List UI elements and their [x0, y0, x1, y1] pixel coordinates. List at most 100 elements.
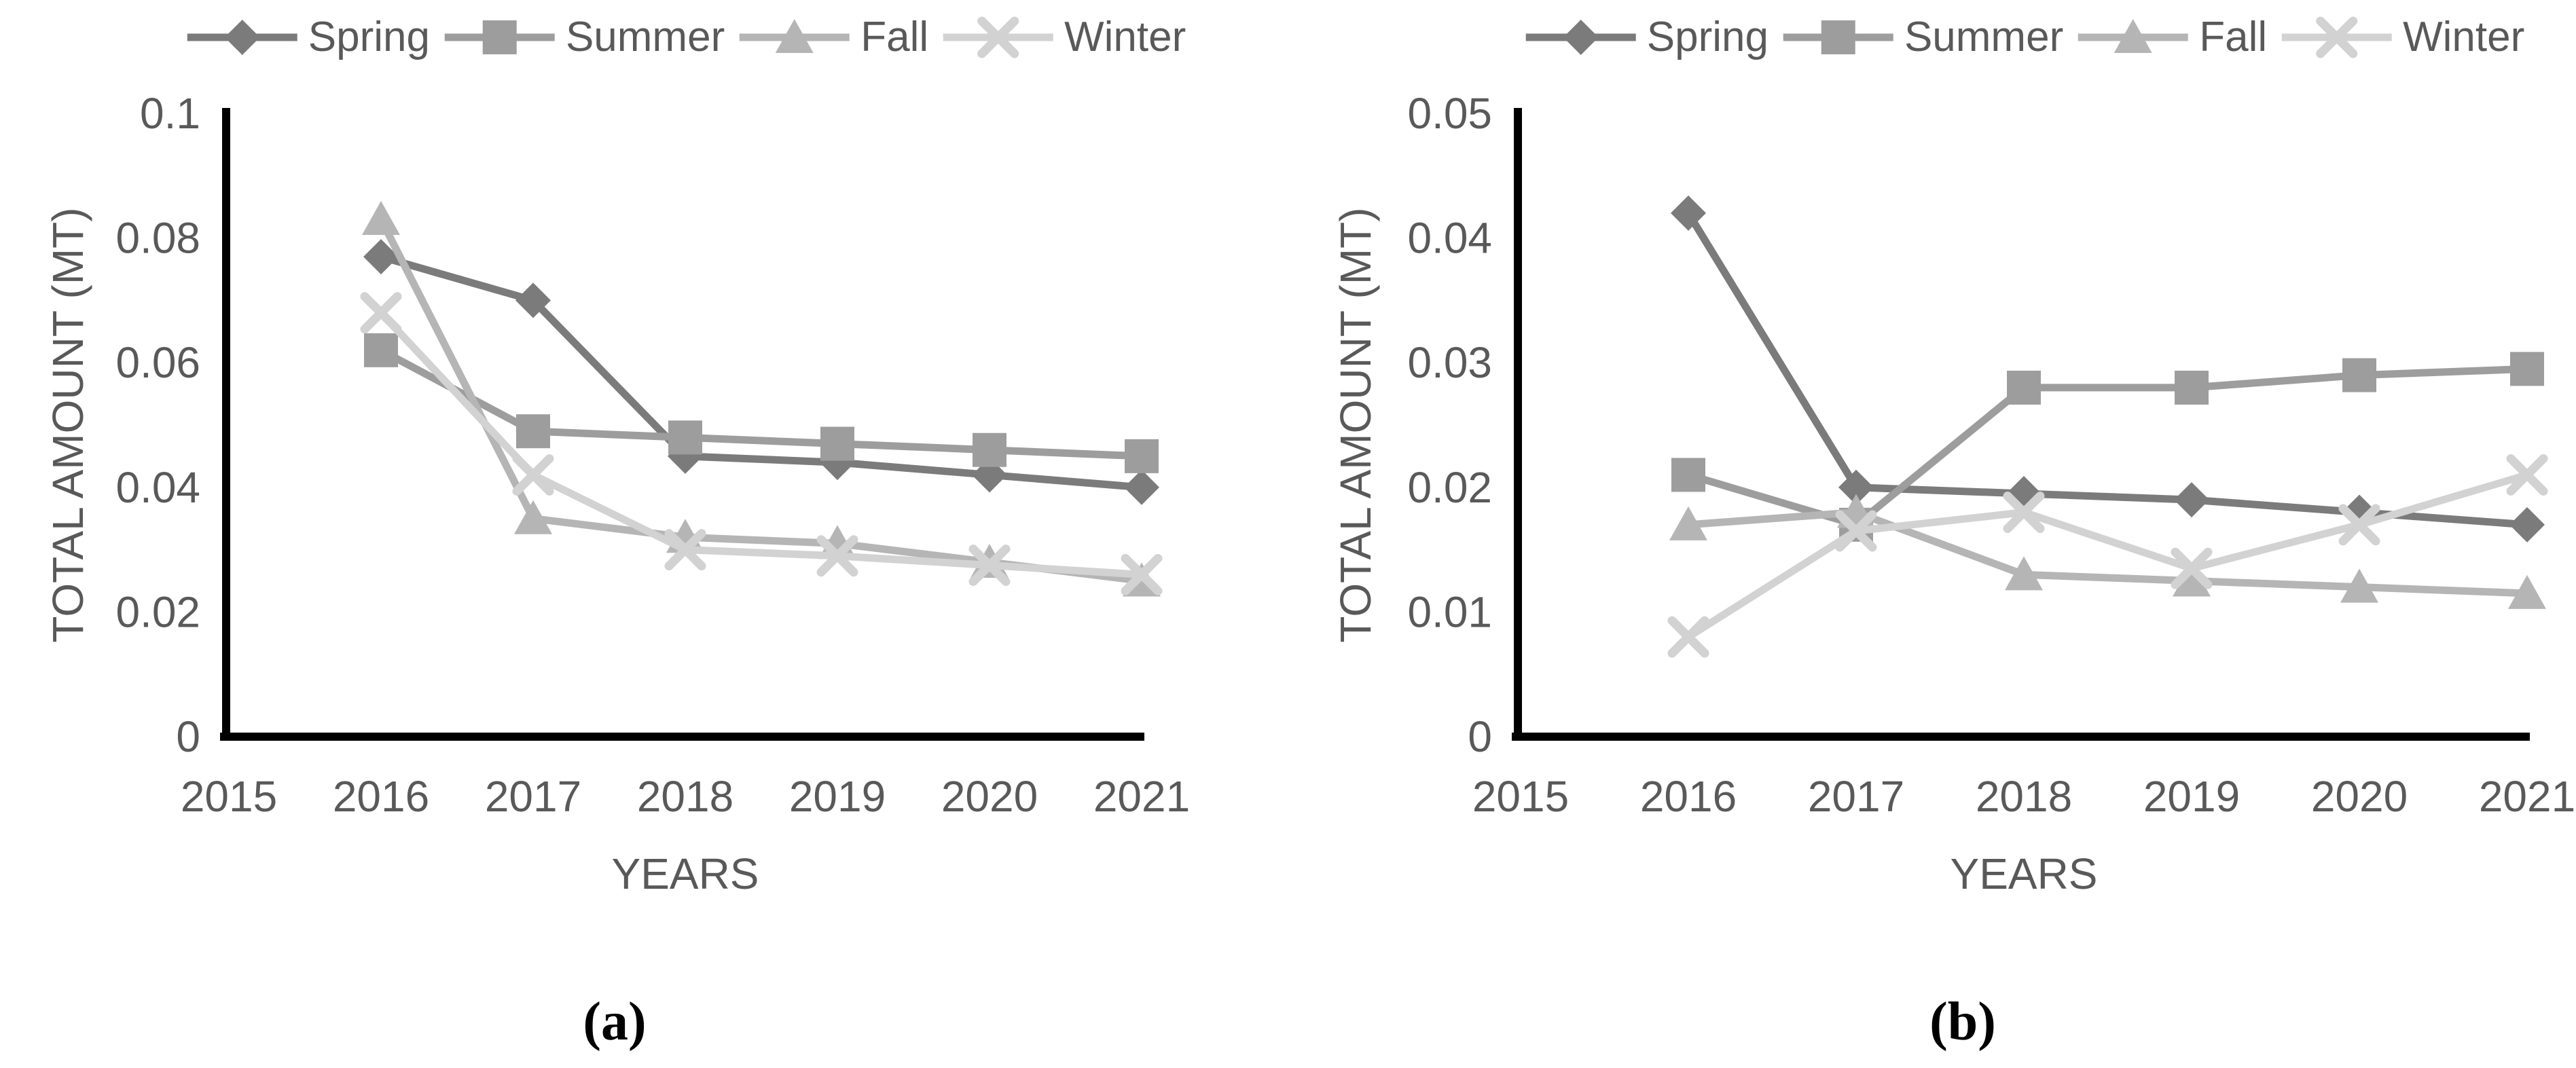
- marker-fall-2016: [362, 201, 400, 236]
- x-tick-label: 2020: [941, 772, 1038, 821]
- legend-item-fall: Fall: [2075, 16, 2267, 58]
- y-axis-title-a: TOTAL AMOUNT (MT): [43, 207, 92, 643]
- series-line-fall: [1688, 509, 2528, 597]
- legend-marker-winter: [977, 16, 1019, 58]
- legend-item-summer: Summer: [1781, 16, 2063, 58]
- series-line-winter: [378, 310, 1142, 578]
- y-tick-label: 0.04: [115, 463, 200, 512]
- marker-summer-2019: [820, 426, 854, 461]
- marker-fall-2017: [514, 500, 552, 534]
- legend-label-spring: Spring: [1646, 14, 1768, 60]
- x-tick-label: 2015: [181, 772, 277, 821]
- marker-fall-2020: [2340, 568, 2378, 603]
- marker-winter-2019: [2171, 547, 2213, 589]
- y-tick-label: 0.01: [1407, 587, 1492, 636]
- legend-marker-fall-icon: [740, 19, 850, 53]
- legend-label-winter: Winter: [1064, 14, 1186, 60]
- legend-item-fall: Fall: [737, 16, 928, 58]
- marker-summer-2016: [1671, 458, 1705, 492]
- marker-spring-2016: [1671, 195, 1706, 231]
- marker-summer-2020: [2342, 358, 2376, 392]
- marker-fall-2018: [2005, 556, 2043, 591]
- series-line-fall: [378, 217, 1142, 585]
- legend-label-fall: Fall: [2199, 14, 2268, 60]
- marker-winter-2017: [1835, 510, 1877, 552]
- marker-summer-2016: [364, 333, 398, 367]
- marker-summer-2021: [1125, 439, 1159, 473]
- marker-spring-2017: [515, 282, 551, 318]
- legend-marker-summer-icon: [444, 20, 555, 54]
- y-tick-label: 0.02: [1407, 463, 1492, 512]
- legend-item-winter: Winter: [941, 16, 1186, 58]
- marker-winter-2018: [664, 529, 706, 571]
- legend-marker-spring-icon: [187, 20, 297, 55]
- chart-panel-b: 0 0.01 0.02 0.03 0.04 0.05 2015 2016 2017 2018 201…: [1288, 0, 2575, 1068]
- legend-marker-summer: [1821, 20, 1855, 54]
- y-tick-label: 0.02: [115, 587, 200, 636]
- legend-label-summer: Summer: [565, 14, 725, 60]
- x-tick-label: 2021: [1093, 772, 1190, 821]
- marker-summer-2018: [2007, 370, 2041, 405]
- marker-winter-2016: [1667, 616, 1709, 658]
- chart-b-canvas: 0 0.01 0.02 0.03 0.04 0.05 2015 2016 2017 2018 201…: [1407, 89, 2575, 821]
- marker-spring-2019: [2174, 482, 2209, 518]
- marker-winter-2016: [360, 292, 402, 334]
- legend-marker-spring: [224, 20, 260, 55]
- legend-marker-fall: [2114, 19, 2153, 53]
- legend-b: Spring Summer Fall Winter: [1523, 16, 2524, 58]
- legend-label-summer: Summer: [1904, 14, 2064, 60]
- caption-a: (a): [583, 992, 647, 1052]
- legend-item-winter: Winter: [2279, 16, 2524, 58]
- legend-marker-spring-icon: [1525, 20, 1636, 55]
- marker-winter-2017: [512, 454, 554, 496]
- y-tick-label: 0.04: [1407, 214, 1492, 263]
- legend-label-winter: Winter: [2403, 14, 2525, 60]
- legend-marker-winter: [2316, 16, 2358, 58]
- x-tick-label: 2017: [1808, 772, 1904, 821]
- x-tick-label: 2019: [2143, 772, 2240, 821]
- marker-winter-2021: [2506, 454, 2548, 496]
- series-line-summer: [379, 346, 1142, 460]
- x-tick-label: 2015: [1472, 772, 1569, 821]
- marker-summer-2020: [973, 432, 1006, 467]
- legend-marker-winter-icon: [943, 16, 1054, 58]
- x-axis-title-a: YEARS: [611, 849, 759, 898]
- x-tick-label: 2020: [2311, 772, 2408, 821]
- y-tick-label: 0: [176, 712, 200, 761]
- y-tick-label: 0.08: [115, 214, 200, 263]
- legend-item-spring: Spring: [185, 16, 430, 58]
- marker-fall-2019: [2173, 562, 2211, 597]
- legend-item-spring: Spring: [1523, 16, 1768, 58]
- y-tick-label: 0: [1468, 712, 1492, 761]
- marker-summer-2019: [2175, 370, 2209, 405]
- series-line-spring: [380, 253, 1142, 492]
- x-tick-label: 2021: [2479, 772, 2575, 821]
- marker-summer-2017: [516, 414, 550, 449]
- y-axis-title-b: TOTAL AMOUNT (MT): [1331, 207, 1380, 643]
- x-tick-label: 2019: [789, 772, 886, 821]
- legend-marker-winter-icon: [2282, 16, 2393, 58]
- marker-spring-2021: [1124, 469, 1159, 505]
- marker-fall-2016: [1669, 506, 1707, 540]
- y-tick-label: 0.1: [140, 89, 200, 138]
- marker-spring-2016: [363, 239, 399, 275]
- caption-b: (b): [1929, 992, 1996, 1052]
- marker-winter-2020: [2338, 504, 2380, 546]
- chart-a-canvas: 0 0.02 0.04 0.06 0.08 0.1 2015 2016 2017 2018 2019…: [115, 89, 1190, 821]
- marker-winter-2019: [816, 535, 858, 577]
- x-tick-label: 2018: [637, 772, 733, 821]
- series-line-spring: [1685, 211, 2528, 529]
- legend-marker-spring: [1563, 20, 1599, 55]
- marker-winter-2018: [2003, 492, 2045, 534]
- legend-a: Spring Summer Fall Winter: [185, 16, 1186, 58]
- legend-marker-fall: [776, 19, 814, 53]
- x-tick-label: 2016: [333, 772, 429, 821]
- marker-fall-2021: [2508, 574, 2546, 609]
- y-tick-label: 0.05: [1407, 89, 1492, 138]
- x-axis-title-b: YEARS: [1950, 849, 2098, 898]
- y-tick-label: 0.03: [1407, 338, 1492, 387]
- marker-summer-2018: [668, 420, 702, 455]
- marker-winter-2021: [1121, 553, 1163, 595]
- legend-marker-summer-icon: [1783, 20, 1893, 54]
